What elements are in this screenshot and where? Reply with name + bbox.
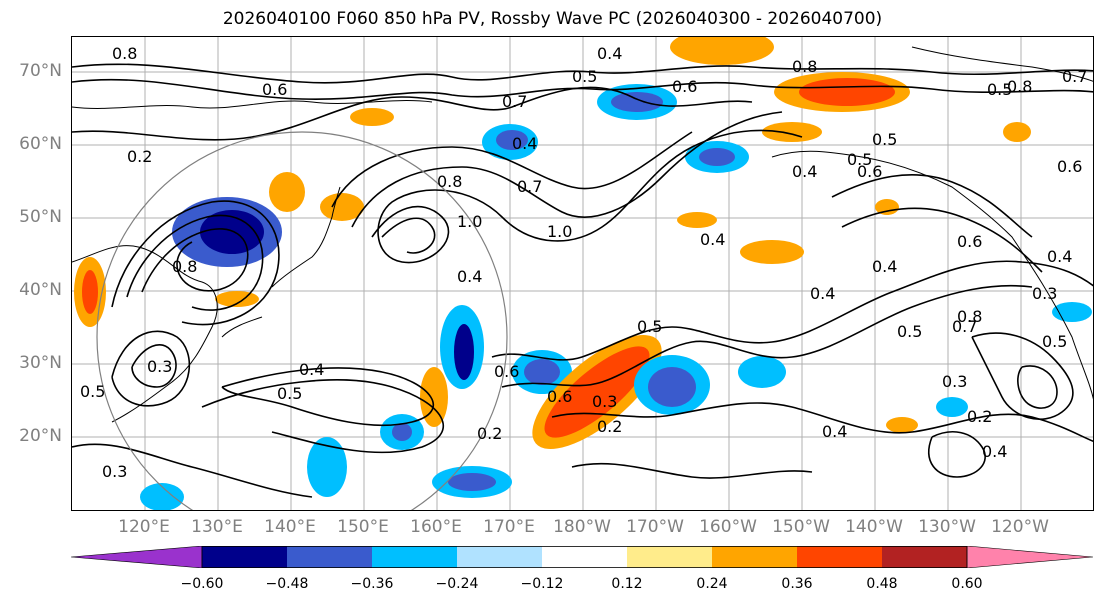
contour-label: 0.5 (897, 322, 922, 341)
colorbar-tick: 0.12 (611, 576, 643, 592)
colorbar-tick: 0.24 (696, 576, 728, 592)
contour-label: 0.6 (672, 77, 697, 96)
lat-label-50n: 50°N (19, 207, 62, 227)
contour-label: 0.3 (1032, 284, 1057, 303)
contour-label: 0.4 (810, 284, 835, 303)
lon-label: 160°E (410, 517, 462, 537)
contour-label: 0.8 (112, 44, 137, 63)
contour-label: 0.4 (457, 267, 482, 286)
contour-label: 0.4 (872, 257, 897, 276)
colorbar-tick: 0.36 (781, 576, 813, 592)
coastlines (72, 46, 1093, 423)
contour-label: 0.3 (592, 392, 617, 411)
contour-label: 0.6 (262, 80, 287, 99)
contour-label-group: 0.8 0.6 0.4 0.5 0.7 0.6 0.8 0.5 0.5 0.7 … (80, 44, 1087, 481)
contour-label: 0.7 (952, 317, 977, 336)
lon-label: 170°E (483, 517, 535, 537)
colorbar-extend-min (71, 546, 203, 568)
contour-label: 0.7 (517, 177, 542, 196)
pv-anomaly-shading (74, 37, 1092, 510)
colorbar-tick: 0.48 (866, 576, 898, 592)
contour-label: 0.6 (494, 362, 519, 381)
contour-label: 0.4 (597, 44, 622, 63)
lon-label: 120°E (118, 517, 170, 537)
lon-label: 160°W (699, 517, 757, 537)
contour-label: 0.5 (277, 384, 302, 403)
contour-label: 0.6 (547, 387, 572, 406)
contour-label: 0.4 (1047, 247, 1072, 266)
lat-label-40n: 40°N (19, 280, 62, 300)
lon-label: 130°E (191, 517, 243, 537)
lat-label-60n: 60°N (19, 134, 62, 154)
contour-label: 1.0 (457, 212, 482, 231)
colorbar-swatch (457, 546, 542, 568)
colorbar (71, 546, 1094, 568)
colorbar-swatch (542, 546, 627, 568)
contour-label: 0.2 (967, 407, 992, 426)
colorbar-swatch (372, 546, 457, 568)
contour-label: 0.7 (502, 92, 527, 111)
contour-label: 0.8 (957, 307, 982, 326)
contour-label: 0.7 (1062, 67, 1087, 86)
contour-label: 1.0 (547, 222, 572, 241)
contour-label: 0.5 (872, 130, 897, 149)
contour-label: 0.5 (1042, 332, 1067, 351)
contour-label: 0.5 (987, 80, 1012, 99)
colorbar-swatch (712, 546, 797, 568)
lat-label-20n: 20°N (19, 426, 62, 446)
contour-label: 0.8 (172, 257, 197, 276)
contour-label: 0.6 (1057, 157, 1082, 176)
contour-label: 0.4 (512, 134, 537, 153)
colorbar-tick: −0.24 (435, 576, 479, 592)
colorbar-tick: −0.36 (350, 576, 394, 592)
colorbar-swatch (202, 546, 287, 568)
contour-label: 0.4 (982, 442, 1007, 461)
lon-label: 180°W (553, 517, 611, 537)
colorbar-tick: −0.48 (265, 576, 309, 592)
contour-label: 0.4 (299, 360, 324, 379)
contour-label: 0.8 (1007, 77, 1032, 96)
contour-label: 0.4 (822, 422, 847, 441)
contour-label: 0.8 (792, 57, 817, 76)
contour-label: 0.6 (957, 232, 982, 251)
contour-label: 0.3 (942, 372, 967, 391)
contour-label: 0.2 (477, 424, 502, 443)
contour-label: 0.5 (637, 317, 662, 336)
colorbar-tick: 0.60 (951, 576, 983, 592)
lon-label: 140°E (264, 517, 316, 537)
contour-label: 0.5 (847, 150, 872, 169)
contour-label: 0.5 (80, 382, 105, 401)
colorbar-tick: −0.60 (180, 576, 224, 592)
lon-label: 130°W (918, 517, 976, 537)
lon-label: 120°W (991, 517, 1049, 537)
colorbar-swatch (882, 546, 967, 568)
pv-contours (72, 63, 1093, 498)
contour-label: 0.8 (437, 172, 462, 191)
colorbar-swatch (287, 546, 372, 568)
map-title: 2026040100 F060 850 hPa PV, Rossby Wave … (222, 9, 883, 29)
contour-label: 0.2 (597, 417, 622, 436)
contour-label: 0.4 (792, 162, 817, 181)
lon-label: 150°E (337, 517, 389, 537)
contour-label: 0.3 (102, 462, 127, 481)
colorbar-swatch (627, 546, 712, 568)
contour-label: 0.3 (147, 357, 172, 376)
lat-label-70n: 70°N (19, 61, 62, 81)
lon-label: 170°W (626, 517, 684, 537)
contour-label: 0.4 (700, 230, 725, 249)
map-canvas: 0.8 0.6 0.4 0.5 0.7 0.6 0.8 0.5 0.5 0.7 … (72, 37, 1093, 510)
colorbar-tick: −0.12 (520, 576, 564, 592)
lon-label: 150°W (772, 517, 830, 537)
lon-label: 140°W (845, 517, 903, 537)
contour-label: 0.2 (127, 147, 152, 166)
map-panel: 0.8 0.6 0.4 0.5 0.7 0.6 0.8 0.5 0.5 0.7 … (71, 36, 1094, 511)
contour-label: 0.5 (572, 67, 597, 86)
contour-label: 0.6 (857, 162, 882, 181)
colorbar-extend-max (966, 546, 1094, 568)
colorbar-swatch (797, 546, 882, 568)
great-circle-outline (96, 131, 508, 510)
lat-label-30n: 30°N (19, 353, 62, 373)
